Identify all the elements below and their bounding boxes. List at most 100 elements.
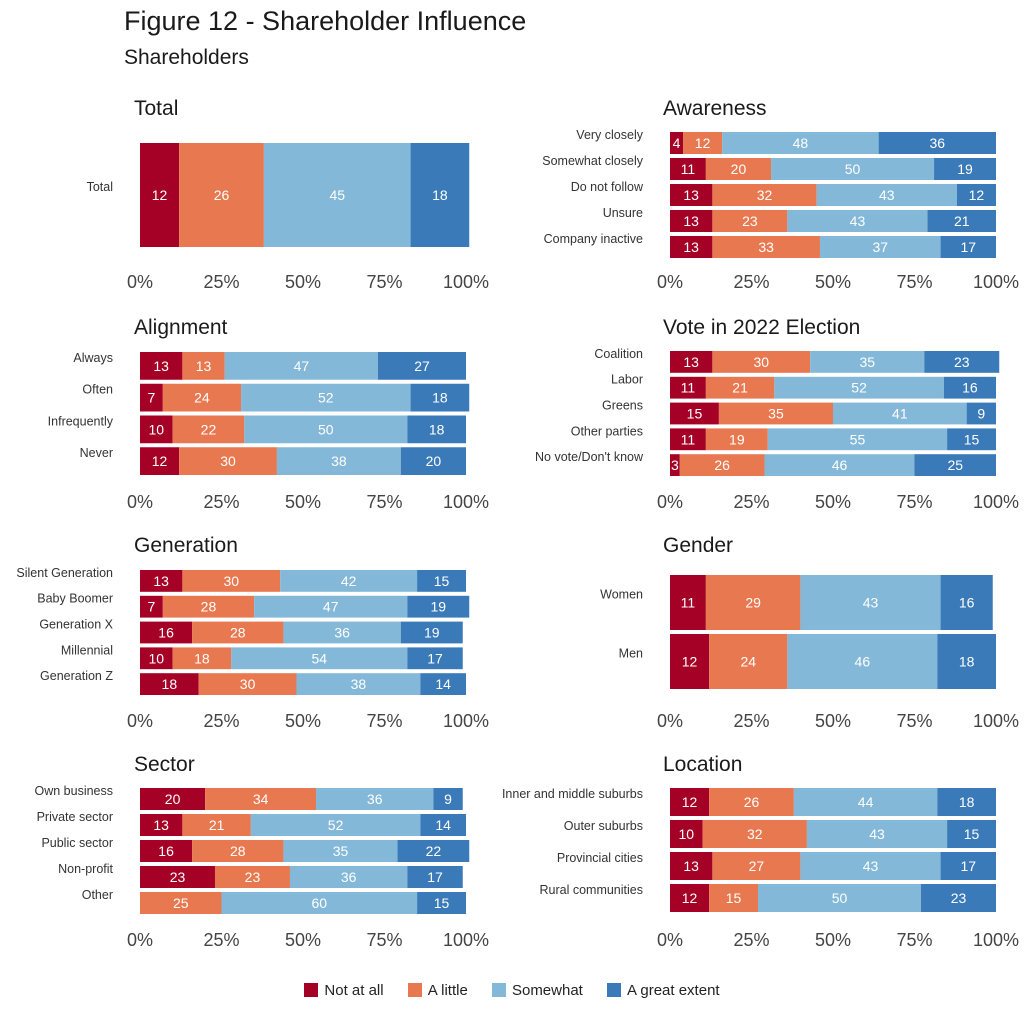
bar-segment-a-little xyxy=(712,210,788,232)
tick-label: 50% xyxy=(815,272,851,292)
category-label: No vote/Don't know xyxy=(535,450,644,464)
panel-vote-in-2022-election: Vote in 2022 Election Coalition 13 30 35 23 La… xyxy=(535,316,1019,512)
bar-segment-a-little xyxy=(712,184,817,206)
bar-segment-a-great-extent xyxy=(377,352,466,380)
tick-label: 50% xyxy=(815,930,851,950)
bar-segment-a-great-extent xyxy=(940,852,996,880)
data-label: 22 xyxy=(201,421,217,437)
bar-segment-not-at-all xyxy=(670,454,680,476)
category-label: Inner and middle suburbs xyxy=(502,787,643,801)
page-title: Figure 12 - Shareholder Influence xyxy=(124,6,527,36)
data-label: 17 xyxy=(427,869,443,885)
data-label: 10 xyxy=(679,826,695,842)
tick-label: 50% xyxy=(285,492,321,512)
bar-segment-somewhat xyxy=(806,820,948,848)
data-label: 28 xyxy=(201,599,217,615)
legend-item-somewhat: Somewhat xyxy=(491,982,583,999)
tick-label: 0% xyxy=(127,492,153,512)
data-label: 43 xyxy=(863,858,879,874)
bar-segment-somewhat xyxy=(833,402,967,425)
data-label: 13 xyxy=(683,354,699,370)
legend-swatch xyxy=(407,983,422,997)
tick-label: 100% xyxy=(443,272,489,292)
tick-label: 50% xyxy=(285,711,321,731)
bar-segment-not-at-all xyxy=(670,376,706,399)
legend: Not at all A little Somewhat A great ext… xyxy=(0,982,1024,999)
tick-label: 75% xyxy=(896,930,932,950)
bar-segment-not-at-all xyxy=(670,428,706,451)
data-label: 27 xyxy=(749,858,765,874)
data-label: 25 xyxy=(173,895,189,911)
bar-segment-somewhat xyxy=(774,376,944,399)
tick-label: 0% xyxy=(657,272,683,292)
data-label: 16 xyxy=(158,843,174,859)
bar-segment-a-little xyxy=(179,143,264,247)
bar-segment-a-little xyxy=(705,575,801,630)
bar-segment-a-great-extent xyxy=(417,570,466,592)
panel-gender: Gender Women 11 29 43 16 Men 12 24 46 18 0% 25% 50% 75… xyxy=(600,534,1019,731)
bar-segment-a-little xyxy=(182,814,251,836)
data-label: 26 xyxy=(214,187,230,203)
panel-awareness: Awareness Very closely 4 12 48 36 Somewhat clo… xyxy=(542,97,1019,292)
category-label: Never xyxy=(80,446,113,460)
bar-segment-a-little xyxy=(192,621,284,644)
data-label: 44 xyxy=(858,794,874,810)
bar-segment-somewhat xyxy=(771,158,935,180)
data-label: 18 xyxy=(429,421,445,437)
tick-label: 50% xyxy=(285,272,321,292)
bar-segment-a-little xyxy=(705,158,772,180)
data-label: 52 xyxy=(851,380,867,396)
panel-title: Alignment xyxy=(134,316,228,339)
bar-segment-a-great-extent xyxy=(940,236,996,258)
bar-segment-not-at-all xyxy=(670,236,713,258)
bar-segment-not-at-all xyxy=(670,884,710,912)
data-label: 3 xyxy=(671,457,679,473)
tick-label: 0% xyxy=(657,492,683,512)
data-label: 42 xyxy=(341,573,357,589)
bar-segment-a-great-extent xyxy=(924,351,1000,373)
bar-segment-not-at-all xyxy=(140,447,180,475)
bar-segment-a-little xyxy=(172,415,245,444)
category-label: Company inactive xyxy=(544,232,643,246)
category-label: Non-profit xyxy=(58,862,113,876)
bar-segment-a-little xyxy=(705,376,775,399)
data-label: 52 xyxy=(328,817,344,833)
bar-segment-a-little xyxy=(182,570,281,592)
bar-segment-somewhat xyxy=(280,570,418,592)
data-label: 16 xyxy=(962,380,978,396)
data-label: 12 xyxy=(682,794,698,810)
bar-segment-somewhat xyxy=(758,884,922,912)
data-label: 19 xyxy=(424,625,440,641)
bar-segment-a-little xyxy=(179,447,277,475)
category-label: Somewhat closely xyxy=(542,154,643,168)
bar-segment-a-great-extent xyxy=(410,383,470,412)
bar-segment-a-great-extent xyxy=(433,788,463,810)
bar-segment-not-at-all xyxy=(140,595,163,618)
data-label: 60 xyxy=(312,895,328,911)
bar-segment-a-great-extent xyxy=(914,454,996,476)
data-label: 47 xyxy=(294,358,310,374)
panel-title: Gender xyxy=(663,534,733,557)
category-label: Generation Z xyxy=(40,669,113,683)
bar-segment-a-great-extent xyxy=(407,866,463,888)
bar-segment-somewhat xyxy=(244,415,408,444)
bar-segment-not-at-all xyxy=(140,840,193,862)
bar-segment-not-at-all xyxy=(140,673,199,695)
panel-location: Location Inner and middle suburbs 12 26 44 18… xyxy=(502,753,1019,950)
tick-label: 0% xyxy=(127,930,153,950)
data-label: 24 xyxy=(194,390,210,406)
panel-title: Awareness xyxy=(663,97,767,120)
data-label: 48 xyxy=(793,135,809,151)
data-label: 13 xyxy=(683,858,699,874)
panel-total: Total Total 12 26 45 18 0% 25% 50% 75% 100% xyxy=(87,97,489,292)
data-label: 13 xyxy=(683,213,699,229)
bar-segment-a-great-extent xyxy=(927,210,996,232)
legend-swatch xyxy=(491,983,506,997)
bar-segment-somewhat xyxy=(254,595,408,618)
bar-segment-not-at-all xyxy=(140,570,183,592)
data-label: 18 xyxy=(959,654,975,670)
bar-segment-a-great-extent xyxy=(407,647,463,670)
category-label: Coalition xyxy=(594,347,643,361)
tick-label: 25% xyxy=(203,492,239,512)
category-label: Silent Generation xyxy=(16,566,113,580)
